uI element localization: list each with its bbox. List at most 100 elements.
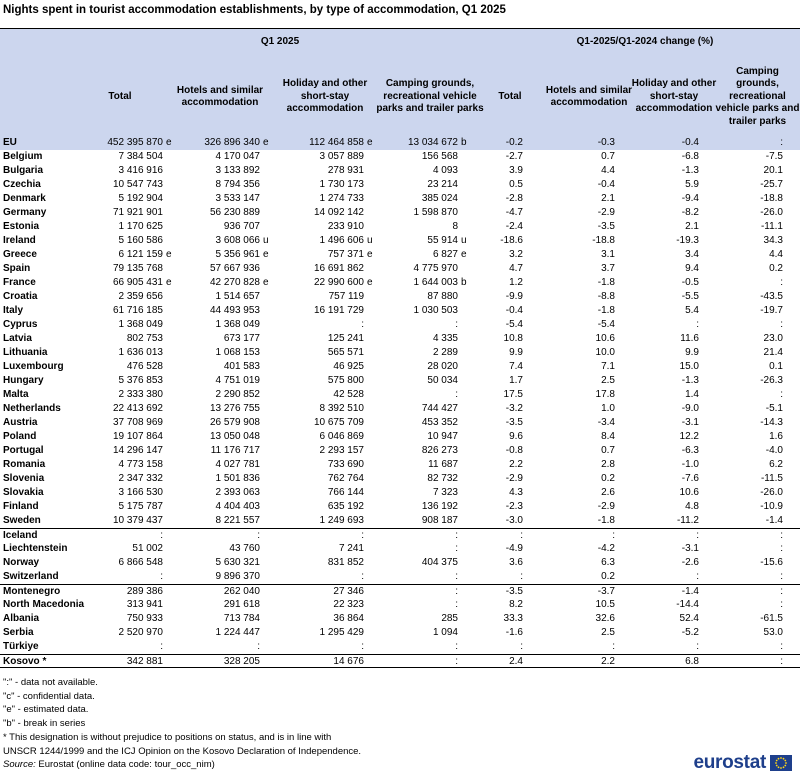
table-cell: 0.5: [509, 179, 523, 190]
table-cell: 313 941: [126, 599, 163, 610]
row-label: Albania: [3, 613, 40, 624]
table-cell: 6.8: [685, 656, 699, 667]
table-cell: :: [520, 571, 523, 582]
table-cell: 2 290 852: [215, 389, 261, 400]
table-cell: 2.2: [509, 459, 523, 470]
table-row: Switzerland: 9 896 370::: 0.2::: [0, 570, 800, 584]
table-cell: :: [361, 319, 364, 330]
row-label: Liechtenstein: [3, 543, 68, 554]
table-cell: 56 230 889: [209, 207, 260, 218]
table-cell: 1 368 049: [118, 319, 164, 330]
table-row: Slovakia 3 166 530 2 393 063 766 144 7 323 4.…: [0, 486, 800, 500]
row-label: Iceland: [3, 530, 38, 541]
table-cell: 4.3: [509, 487, 523, 498]
table-cell: 713 784: [223, 613, 260, 624]
table-cell: 3.7: [601, 263, 615, 274]
table-cell: 8: [452, 221, 458, 232]
table-row: Spain 79 135 768 57 667 936 16 691 862 4 775…: [0, 262, 800, 276]
cell-flag: b: [461, 137, 467, 148]
table-cell: 2 333 380: [118, 389, 164, 400]
table-row: Poland 19 107 864 13 050 048 6 046 869 10 94…: [0, 430, 800, 444]
table-cell: -10.9: [760, 501, 783, 512]
table-cell: 5 630 321: [215, 557, 261, 568]
table-cell: 757 371: [327, 249, 364, 260]
table-cell: 4 751 019: [215, 375, 261, 386]
table-row: Romania 4 773 158 4 027 781 733 690 11 687 2.…: [0, 458, 800, 472]
table-cell: -1.4: [681, 586, 699, 597]
cell-flag: u: [263, 235, 269, 246]
table-cell: -5.2: [681, 627, 699, 638]
table-cell: -11.1: [760, 221, 783, 232]
table-cell: :: [780, 571, 783, 582]
table-cell: 4 775 970: [413, 263, 459, 274]
table-cell: 12.2: [679, 431, 699, 442]
table-cell: 2.8: [601, 459, 615, 470]
table-row: North Macedonia 313 941 291 618 22 323: 8.2 1…: [0, 598, 800, 612]
table-cell: :: [455, 571, 458, 582]
table-cell: -11.2: [676, 515, 699, 526]
table-cell: 5 192 904: [118, 193, 164, 204]
table-cell: 1 094: [432, 627, 458, 638]
table-cell: 10.6: [595, 333, 615, 344]
table-cell: 9.6: [509, 431, 523, 442]
table-cell: 1 501 836: [215, 473, 261, 484]
table-cell: 2 393 063: [215, 487, 261, 498]
table-cell: :: [780, 530, 783, 541]
table-cell: -0.5: [681, 277, 699, 288]
table-cell: 5.4: [685, 305, 699, 316]
table-cell: :: [780, 389, 783, 400]
table-cell: 26 579 908: [209, 417, 260, 428]
table-cell: 7.1: [601, 361, 615, 372]
table-cell: 5 160 586: [118, 235, 164, 246]
row-label: Austria: [3, 417, 38, 428]
table-row: Serbia 2 520 970 1 224 447 1 295 429 1 094 -1…: [0, 626, 800, 640]
cell-flag: u: [367, 235, 373, 246]
table-row: Denmark 5 192 904 3 533 147 1 274 733 385 02…: [0, 192, 800, 206]
note-break: "b" - break in series: [3, 717, 86, 729]
header-top-border: [0, 28, 800, 29]
table-row: Latvia 802 753 673 177 125 241 4 335 10.8 10.6…: [0, 332, 800, 346]
table-row: Türkiye::::::::: [0, 640, 800, 654]
table-cell: 1 496 606: [319, 235, 365, 246]
table-cell: 50 034: [427, 375, 458, 386]
row-label: Kosovo *: [3, 656, 47, 667]
table-cell: -3.1: [681, 543, 699, 554]
table-cell: 14 676: [333, 656, 364, 667]
table-cell: 8.2: [509, 599, 523, 610]
cell-flag: e: [166, 277, 172, 288]
table-cell: 326 896 340: [204, 137, 260, 148]
table-cell: 476 528: [126, 361, 163, 372]
table-cell: -61.5: [760, 613, 783, 624]
table-cell: 9.9: [509, 347, 523, 358]
table-cell: -1.8: [597, 277, 615, 288]
table-cell: 233 910: [327, 221, 364, 232]
table-cell: -6.3: [681, 445, 699, 456]
row-label: Hungary: [3, 375, 44, 386]
table-cell: 4 093: [432, 165, 458, 176]
table-cell: 3 608 066: [215, 235, 261, 246]
table-row: Portugal 14 296 147 11 176 717 2 293 157 826…: [0, 444, 800, 458]
table-row: Sweden 10 379 437 8 221 557 1 249 693 908 18…: [0, 514, 800, 528]
table-cell: 3.4: [685, 249, 699, 260]
table-cell: 11 176 717: [210, 445, 260, 456]
row-label: Croatia: [3, 291, 38, 302]
table-cell: 3.9: [509, 165, 523, 176]
table-cell: -0.4: [505, 305, 523, 316]
row-label: Portugal: [3, 445, 44, 456]
table-cell: :: [455, 641, 458, 652]
table-cell: 87 880: [427, 291, 458, 302]
table-cell: 23 214: [427, 179, 458, 190]
table-cell: 1 068 153: [215, 347, 261, 358]
table-cell: -5.4: [597, 319, 615, 330]
table-cell: 3.1: [601, 249, 615, 260]
table-cell: 673 177: [223, 333, 260, 344]
table-cell: 3 416 916: [118, 165, 164, 176]
table-cell: 2.1: [685, 221, 699, 232]
table-cell: 6.3: [601, 557, 615, 568]
table-cell: -0.4: [597, 179, 615, 190]
table-cell: :: [696, 571, 699, 582]
table-cell: :: [780, 137, 783, 148]
note-estimated: "e" - estimated data.: [3, 704, 89, 715]
table-cell: -3.7: [597, 586, 615, 597]
column-header: Holiday and other short-stay accommodati…: [282, 78, 368, 115]
